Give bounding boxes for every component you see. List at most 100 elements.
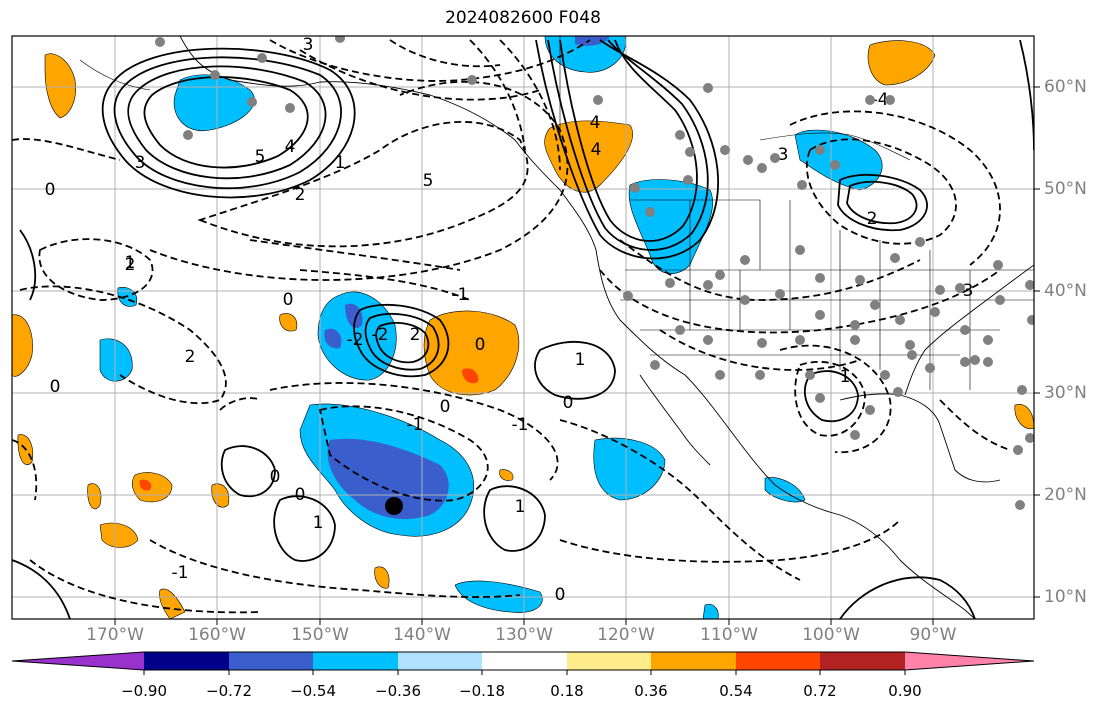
- station-marker: [885, 95, 895, 105]
- station-marker: [905, 340, 915, 350]
- station-marker: [890, 253, 900, 263]
- station-marker: [915, 237, 925, 247]
- contour-label: 1: [840, 367, 851, 387]
- colorbar-tick-label: 0.18: [550, 682, 584, 700]
- station-marker: [650, 360, 660, 370]
- station-marker: [757, 163, 767, 173]
- station-marker: [995, 295, 1005, 305]
- station-marker: [870, 300, 880, 310]
- contour-label: 1: [313, 513, 324, 533]
- station-marker: [645, 207, 655, 217]
- colorbar-segment: [313, 652, 398, 670]
- colorbar-tick-label: 0.54: [719, 682, 753, 700]
- lon-ticks: [114, 619, 934, 625]
- contour-label: 2: [125, 255, 136, 275]
- colorbar-min-extension: [12, 652, 144, 670]
- station-marker: [623, 291, 633, 301]
- colorbar-segment: [736, 652, 820, 670]
- station-marker: [993, 260, 1003, 270]
- station-marker: [740, 295, 750, 305]
- station-marker: [850, 320, 860, 330]
- contour-label: 2: [185, 347, 196, 367]
- station-marker: [815, 273, 825, 283]
- contour-label: -1: [452, 285, 469, 305]
- lon-label: 150°W: [291, 625, 349, 645]
- lon-label: 120°W: [597, 625, 655, 645]
- station-marker: [1027, 315, 1034, 325]
- station-marker: [247, 97, 257, 107]
- station-marker: [755, 370, 765, 380]
- contour-label: -4: [872, 90, 889, 110]
- contour-label: 1: [575, 350, 586, 370]
- station-marker: [257, 53, 267, 63]
- station-marker: [743, 155, 753, 165]
- station-marker: [805, 370, 815, 380]
- contour-label: 0: [270, 467, 281, 487]
- contour-label: 4: [590, 113, 601, 133]
- contour-label: 1: [515, 497, 526, 517]
- positive-anomaly-central-pacific: [423, 310, 520, 396]
- contour-label: 0: [45, 180, 56, 200]
- contour-label: -2: [372, 325, 389, 345]
- station-marker: [925, 363, 935, 373]
- station-marker: [1015, 500, 1025, 510]
- lon-label: 90°W: [909, 625, 957, 645]
- contour-label: 5: [255, 147, 266, 167]
- station-marker: [715, 270, 725, 280]
- station-marker: [335, 36, 345, 43]
- colorbar: [11, 651, 1035, 675]
- station-marker: [955, 283, 965, 293]
- contour-label: 2: [410, 325, 421, 345]
- lon-label: 100°W: [802, 625, 860, 645]
- station-marker: [1017, 385, 1027, 395]
- contour-label: -2: [347, 330, 364, 350]
- station-marker: [740, 255, 750, 265]
- station-marker: [930, 307, 940, 317]
- station-marker: [983, 335, 993, 345]
- map-area: 5 4 3 2 1 0 5 4 2 0 -2 -1 0 2 -2 2 0 1 -…: [12, 35, 1034, 619]
- colorbar-tick-label: 0.90: [888, 682, 922, 700]
- contour-label: 1: [125, 253, 136, 273]
- station-marker: [865, 95, 875, 105]
- colorbar-tick-label: −0.90: [121, 682, 167, 700]
- colorbar-tick-label: −0.54: [290, 682, 336, 700]
- colorbar-tick-label: 0.36: [634, 682, 668, 700]
- contour-label: -1: [512, 415, 529, 435]
- station-marker: [960, 325, 970, 335]
- station-marker: [795, 245, 805, 255]
- station-marker: [815, 393, 825, 403]
- station-marker: [770, 153, 780, 163]
- contours-negative: [12, 39, 1011, 614]
- contour-label: 2: [867, 209, 878, 229]
- station-marker: [907, 350, 917, 360]
- lon-label: 160°W: [188, 625, 246, 645]
- lon-label: 110°W: [700, 625, 758, 645]
- station-marker: [665, 278, 675, 288]
- station-marker: [720, 145, 730, 155]
- station-marker: [155, 37, 165, 47]
- station-marker: [1025, 433, 1034, 443]
- contour-label: 2: [295, 185, 306, 205]
- lat-label: 60°N: [1044, 77, 1087, 97]
- contour-label: 0: [555, 585, 566, 605]
- station-marker: [630, 183, 640, 193]
- contour-label: 0: [283, 290, 294, 310]
- contour-label: 3: [303, 35, 314, 55]
- contour-label: 4: [285, 137, 296, 157]
- contour-label: 1: [335, 153, 346, 173]
- contour-label: 0: [475, 335, 486, 355]
- colorbar-segment: [229, 652, 313, 670]
- station-marker: [703, 280, 713, 290]
- colorbar-segment: [398, 652, 482, 670]
- station-marker: [880, 370, 890, 380]
- station-marker: [830, 160, 840, 170]
- contour-label: 0: [295, 485, 306, 505]
- station-marker: [775, 289, 785, 299]
- map-frame: [11, 35, 1035, 620]
- contour-label: 0: [50, 377, 61, 397]
- colorbar-tick-label: −0.72: [206, 682, 252, 700]
- station-marker: [675, 130, 685, 140]
- colorbar-segment: [567, 652, 651, 670]
- station-marker: [210, 70, 220, 80]
